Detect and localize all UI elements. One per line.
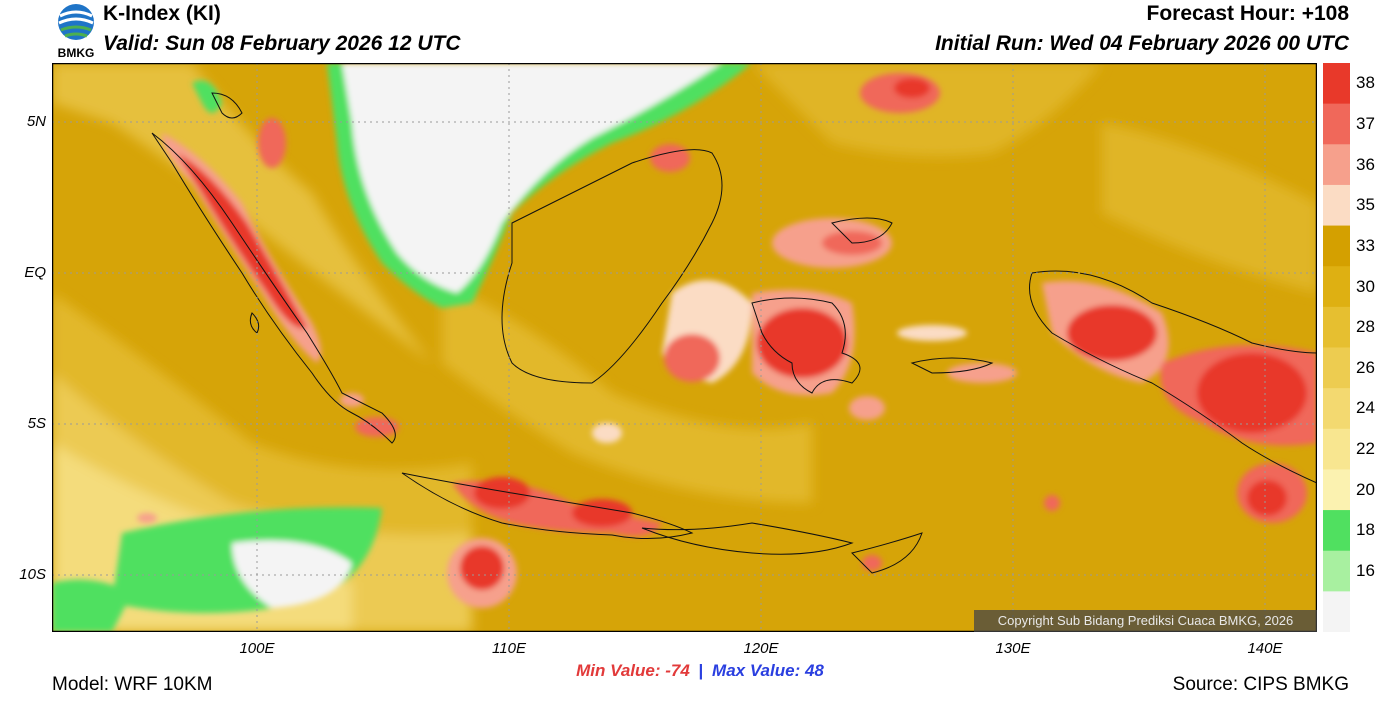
lon-label-100e: 100E: [239, 640, 275, 657]
colorbar-label: 26: [1356, 357, 1375, 377]
colorbar-segment: [1323, 428, 1350, 470]
colorbar-label: 22: [1356, 439, 1375, 459]
lat-label-eq: EQ: [24, 264, 46, 281]
colorbar-segment: [1323, 184, 1350, 227]
min-max-values: Min Value: -74 | Max Value: 48: [0, 661, 1400, 681]
colorbar-label: 36: [1356, 154, 1375, 174]
colorbar-segment: [1323, 63, 1350, 105]
colorbar-segment: [1323, 144, 1350, 186]
lon-label-110e: 110E: [492, 640, 526, 657]
k-index-map: [52, 63, 1317, 632]
lat-label-10s: 10S: [19, 566, 46, 583]
colorbar-segment: [1323, 347, 1350, 389]
colorbar-label: 24: [1356, 398, 1375, 418]
colorbar-label: 38: [1356, 73, 1375, 93]
lon-label-130e: 130E: [995, 640, 1031, 657]
colorbar-segment: [1323, 103, 1350, 145]
colorbar-label: 28: [1356, 317, 1375, 337]
min-value: Min Value: -74: [576, 661, 690, 680]
initial-run: Initial Run: Wed 04 February 2026 00 UTC: [935, 32, 1349, 55]
colorbar-label: 18: [1356, 520, 1375, 540]
logo-text: BMKG: [57, 46, 95, 60]
lon-label-120e: 120E: [743, 640, 779, 657]
valid-time: Valid: Sun 08 February 2026 12 UTC: [103, 32, 461, 55]
colorbar-segment: [1323, 388, 1350, 430]
min-max-separator: |: [698, 661, 704, 680]
colorbar-label: 33: [1356, 235, 1375, 255]
lat-label-5s: 5S: [27, 415, 46, 432]
forecast-hour: Forecast Hour: +108: [1146, 2, 1350, 25]
colorbar-segment: [1323, 550, 1350, 592]
colorbar-segment: [1323, 225, 1350, 267]
max-value: Max Value: 48: [712, 661, 824, 680]
colorbar-segment: [1323, 591, 1350, 633]
colorbar-label: 16: [1356, 561, 1375, 581]
source-label: Source: CIPS BMKG: [1172, 674, 1349, 695]
colorbar-label: 20: [1356, 479, 1375, 499]
colorbar-label: 35: [1356, 195, 1375, 215]
model-label: Model: WRF 10KM: [52, 674, 213, 695]
map-title: K-Index (KI): [103, 2, 221, 25]
colorbar-segment: [1323, 510, 1350, 552]
copyright-notice: Copyright Sub Bidang Prediksi Cuaca BMKG…: [974, 610, 1317, 632]
bmkg-logo: [52, 2, 100, 60]
colorbar-segment: [1323, 266, 1350, 308]
colorbar: [1323, 63, 1350, 633]
colorbar-label: 30: [1356, 276, 1375, 296]
colorbar-segment: [1323, 306, 1350, 348]
colorbar-label: 37: [1356, 113, 1375, 133]
lon-label-140e: 140E: [1247, 640, 1283, 657]
colorbar-segment: [1323, 469, 1350, 511]
lat-label-5n: 5N: [26, 113, 46, 130]
